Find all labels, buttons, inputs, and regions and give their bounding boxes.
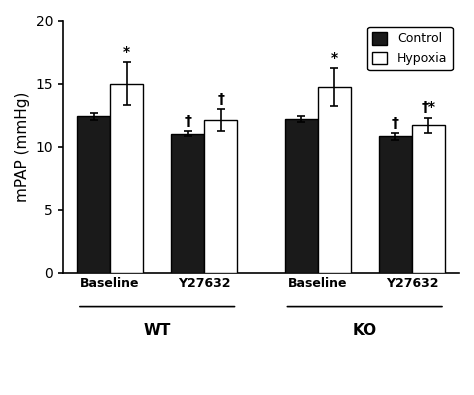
Text: †: †: [392, 115, 399, 130]
Bar: [412, 125, 445, 273]
Text: *: *: [123, 45, 130, 59]
Bar: [379, 136, 412, 273]
Text: †: †: [218, 92, 224, 105]
Text: KO: KO: [353, 323, 377, 338]
Bar: [318, 87, 351, 273]
Text: WT: WT: [144, 323, 171, 338]
Text: †: †: [184, 114, 191, 128]
Bar: [110, 83, 143, 273]
Bar: [172, 134, 204, 273]
Legend: Control, Hypoxia: Control, Hypoxia: [367, 27, 453, 70]
Text: *: *: [330, 51, 337, 65]
Bar: [204, 120, 237, 273]
Bar: [77, 116, 110, 273]
Text: †*: †*: [421, 100, 435, 115]
Bar: [284, 119, 318, 273]
Y-axis label: mPAP (mmHg): mPAP (mmHg): [15, 91, 30, 202]
